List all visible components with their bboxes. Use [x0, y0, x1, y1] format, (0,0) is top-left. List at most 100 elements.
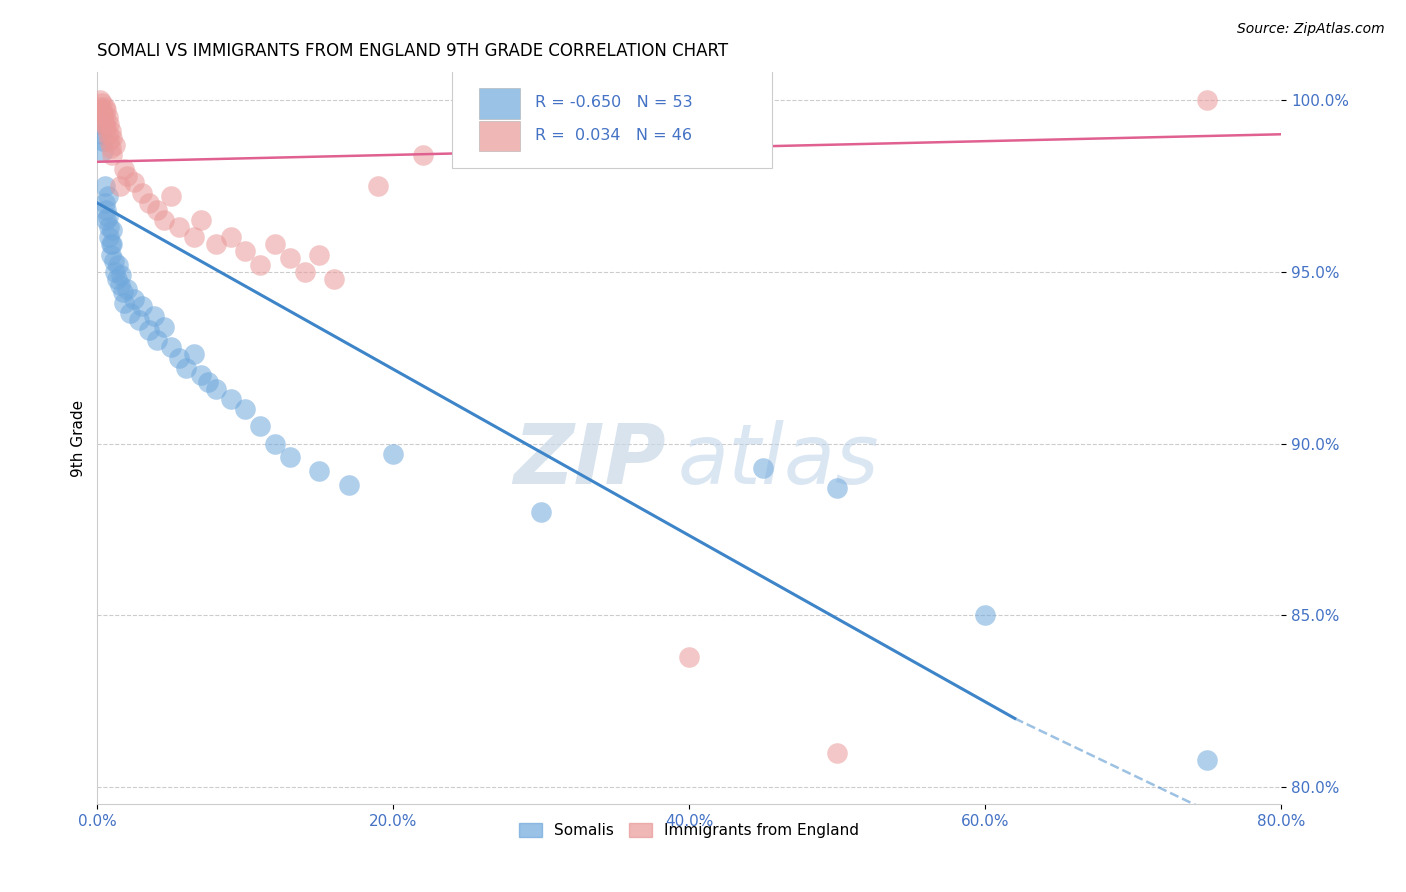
- Point: [90, 103, 112, 118]
- Point: [101, 237, 124, 252]
- Text: Source: ZipAtlas.com: Source: ZipAtlas.com: [1237, 22, 1385, 37]
- Point: [167, 351, 190, 365]
- Point: [131, 186, 153, 200]
- Point: [112, 161, 135, 176]
- Point: [278, 450, 301, 465]
- Point: [108, 278, 131, 293]
- Point: [264, 237, 287, 252]
- Point: [197, 375, 219, 389]
- Point: [101, 223, 124, 237]
- Y-axis label: 9th Grade: 9th Grade: [72, 400, 86, 477]
- Point: [1197, 753, 1219, 767]
- Point: [308, 247, 330, 261]
- Point: [278, 251, 301, 265]
- Point: [138, 196, 160, 211]
- Point: [382, 447, 405, 461]
- Point: [100, 124, 122, 138]
- Point: [100, 247, 122, 261]
- Legend: Somalis, Immigrants from England: Somalis, Immigrants from England: [513, 817, 866, 844]
- Point: [367, 178, 389, 193]
- Point: [100, 141, 122, 155]
- Point: [153, 319, 176, 334]
- Point: [174, 360, 197, 375]
- Point: [138, 323, 160, 337]
- Point: [91, 145, 114, 159]
- Point: [100, 237, 122, 252]
- Point: [167, 220, 190, 235]
- FancyBboxPatch shape: [478, 87, 520, 119]
- Point: [104, 137, 127, 152]
- Point: [294, 265, 316, 279]
- Point: [96, 103, 118, 118]
- Point: [105, 271, 128, 285]
- Point: [97, 128, 120, 142]
- Point: [91, 106, 114, 120]
- Point: [98, 220, 121, 235]
- Point: [204, 382, 226, 396]
- Point: [89, 93, 111, 107]
- Point: [160, 189, 183, 203]
- Point: [96, 213, 118, 227]
- Point: [96, 120, 118, 135]
- Point: [190, 368, 212, 382]
- Point: [145, 334, 167, 348]
- Point: [337, 477, 360, 491]
- Point: [145, 202, 167, 217]
- Point: [89, 100, 111, 114]
- Point: [131, 299, 153, 313]
- Text: SOMALI VS IMMIGRANTS FROM ENGLAND 9TH GRADE CORRELATION CHART: SOMALI VS IMMIGRANTS FROM ENGLAND 9TH GR…: [97, 42, 728, 60]
- Text: ZIP: ZIP: [513, 420, 665, 500]
- Point: [115, 169, 138, 183]
- Point: [94, 117, 117, 131]
- Point: [98, 117, 121, 131]
- Point: [94, 100, 117, 114]
- Point: [204, 237, 226, 252]
- Point: [974, 608, 997, 623]
- Point: [153, 213, 176, 227]
- Point: [264, 436, 287, 450]
- Point: [107, 258, 129, 272]
- Point: [233, 402, 256, 417]
- Point: [96, 202, 118, 217]
- FancyBboxPatch shape: [478, 120, 520, 152]
- Point: [530, 505, 553, 519]
- Point: [249, 258, 271, 272]
- Point: [160, 340, 183, 354]
- Point: [752, 460, 775, 475]
- Point: [190, 213, 212, 227]
- Point: [90, 96, 112, 111]
- Point: [91, 113, 114, 128]
- Point: [90, 128, 112, 142]
- Point: [94, 196, 117, 211]
- Point: [110, 268, 132, 282]
- Point: [323, 271, 346, 285]
- Point: [101, 148, 124, 162]
- Point: [112, 295, 135, 310]
- Point: [118, 306, 141, 320]
- Point: [89, 117, 111, 131]
- Point: [94, 110, 117, 124]
- Point: [98, 230, 121, 244]
- Point: [111, 285, 134, 300]
- Point: [183, 230, 205, 244]
- Point: [103, 254, 125, 268]
- Point: [412, 148, 434, 162]
- Point: [104, 265, 127, 279]
- Point: [115, 282, 138, 296]
- Point: [233, 244, 256, 259]
- Point: [308, 464, 330, 478]
- Point: [108, 178, 131, 193]
- Point: [249, 419, 271, 434]
- Point: [97, 189, 120, 203]
- Point: [98, 134, 121, 148]
- Point: [825, 481, 848, 495]
- Point: [1197, 93, 1219, 107]
- Point: [678, 649, 700, 664]
- Point: [128, 313, 150, 327]
- Point: [124, 292, 146, 306]
- Point: [124, 175, 146, 189]
- Point: [825, 746, 848, 760]
- Point: [91, 134, 114, 148]
- FancyBboxPatch shape: [453, 69, 772, 168]
- Text: R =  0.034   N = 46: R = 0.034 N = 46: [536, 128, 692, 143]
